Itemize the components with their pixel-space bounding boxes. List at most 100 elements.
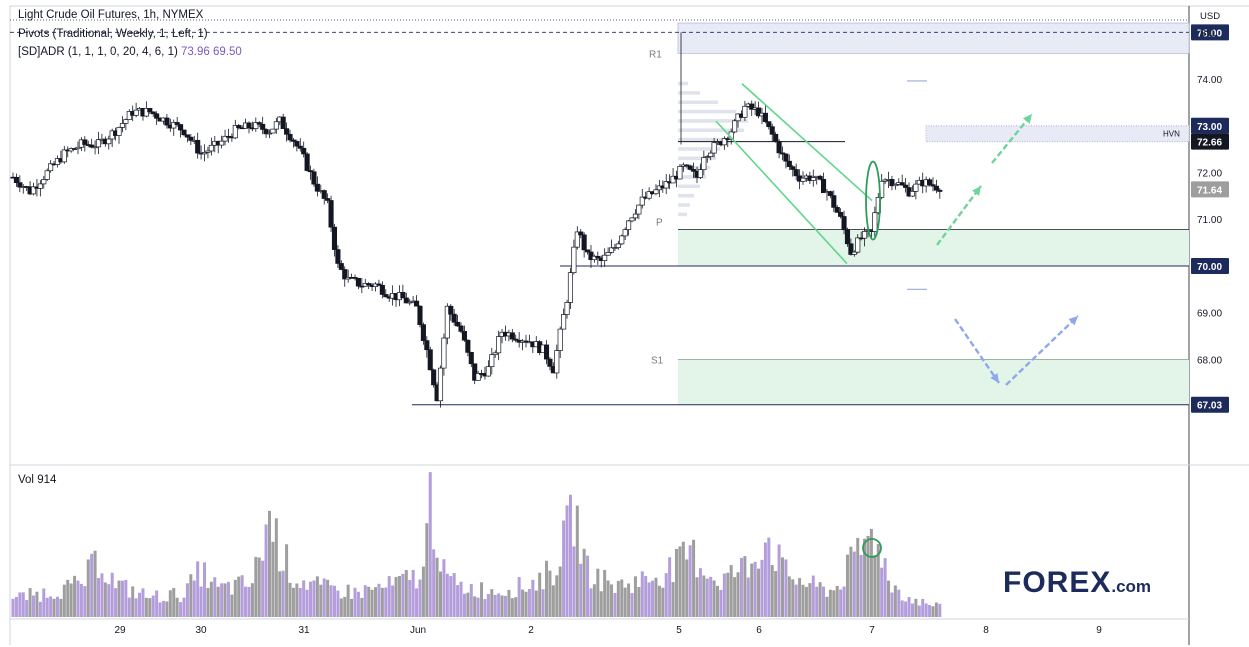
candles	[10, 100, 943, 408]
volume-bar	[767, 537, 771, 617]
hvn-label: HVN	[1163, 130, 1180, 139]
volume-bar	[196, 561, 200, 617]
volume-bar	[165, 601, 169, 617]
price-badge-label: 70.00	[1197, 262, 1222, 273]
volume-bar	[804, 586, 808, 617]
volume-bar	[938, 603, 942, 617]
candle-body	[427, 349, 433, 371]
volume-bar	[404, 570, 408, 617]
volume-bar	[127, 597, 131, 617]
candle-body	[437, 367, 444, 402]
price-badge-label: 71.64	[1197, 185, 1222, 196]
time-tick-label: 30	[195, 625, 207, 636]
volume-bar	[654, 577, 658, 617]
volume-bar	[551, 585, 555, 617]
volume-bar	[45, 597, 49, 617]
volume-bar	[377, 583, 381, 617]
volume-bar	[223, 583, 227, 617]
volume-bar	[791, 579, 795, 617]
volume-bar	[623, 587, 627, 617]
volume-bar	[924, 603, 928, 617]
volume-bar	[79, 583, 83, 617]
volume-bar	[705, 578, 709, 617]
price-badge	[1191, 257, 1229, 274]
volume-profile-bar	[678, 184, 700, 189]
candle-body	[595, 255, 601, 259]
volume-bar	[288, 582, 292, 617]
volume-bar	[856, 537, 860, 617]
candle-body	[773, 133, 779, 142]
candle-body	[431, 369, 437, 386]
candle-body	[762, 112, 768, 122]
candle-body	[44, 170, 50, 180]
volume-bar	[521, 589, 525, 617]
legend-adr-high: 73.96	[181, 46, 210, 58]
candle-body	[547, 358, 553, 367]
volume-bar	[832, 590, 836, 617]
candle-body	[578, 231, 584, 236]
axis-currency: USD	[1200, 11, 1221, 22]
volume-bar	[329, 585, 333, 617]
volume-bar	[302, 580, 306, 617]
candle-body	[222, 135, 228, 142]
volume-bar	[842, 586, 846, 617]
candle-body	[219, 140, 225, 146]
volume-bar	[360, 597, 364, 617]
volume-bar	[685, 559, 689, 617]
pivot-zone	[926, 125, 1189, 142]
candle-body	[485, 366, 491, 377]
volume-bar	[230, 594, 234, 617]
candle-body	[585, 249, 591, 253]
candle-body	[379, 284, 385, 295]
volume-bar	[928, 605, 932, 617]
volume-bar	[138, 592, 142, 617]
volume-bar	[900, 600, 904, 617]
price-badge	[1191, 133, 1229, 150]
candle-body	[201, 152, 208, 155]
volume-bar	[698, 568, 702, 617]
volume-bar	[206, 588, 210, 617]
candle-body	[458, 325, 464, 332]
candle-body	[178, 124, 184, 131]
legend-pivots: Pivots (Traditional, Weekly, 1, Left, 1)	[18, 28, 208, 40]
candle-body	[817, 175, 823, 180]
volume-bar	[408, 580, 412, 617]
volume-bar	[117, 580, 121, 617]
channel-upper	[741, 83, 873, 202]
volume-bar	[114, 588, 118, 617]
candle-body	[684, 164, 690, 167]
candle-body	[701, 157, 707, 171]
volume-bar	[439, 571, 442, 617]
bull-arrow-1	[936, 185, 982, 246]
bear-arrow-1	[954, 318, 1000, 384]
volume-bar	[579, 563, 583, 617]
volume-bar	[757, 568, 761, 617]
volume-bar	[131, 586, 135, 617]
candle-body	[280, 116, 286, 129]
volume-bar	[189, 574, 193, 617]
candle-body	[691, 169, 697, 172]
candle-body	[17, 182, 23, 188]
pivot-zone	[678, 359, 1189, 405]
volume-bar	[524, 591, 528, 617]
candle-body	[844, 229, 851, 245]
volume-bar	[620, 579, 624, 617]
candle-body	[927, 179, 933, 185]
volume-bar	[380, 587, 384, 617]
volume-profile-bar	[678, 212, 687, 217]
volume-bar	[859, 554, 863, 617]
candle-body	[663, 181, 669, 189]
volume-bar	[917, 605, 921, 617]
candle-body	[355, 277, 361, 287]
volume-bar	[452, 573, 456, 617]
volume-bar	[678, 546, 682, 617]
volume-bar	[397, 575, 401, 617]
volume-profile-bar	[678, 147, 720, 151]
volume-bar	[777, 544, 781, 617]
volume-bar	[647, 582, 651, 617]
volume-bar	[247, 586, 251, 617]
volume-bar	[254, 556, 258, 617]
volume-profile-bar	[678, 203, 690, 207]
volume-bar	[432, 549, 436, 617]
